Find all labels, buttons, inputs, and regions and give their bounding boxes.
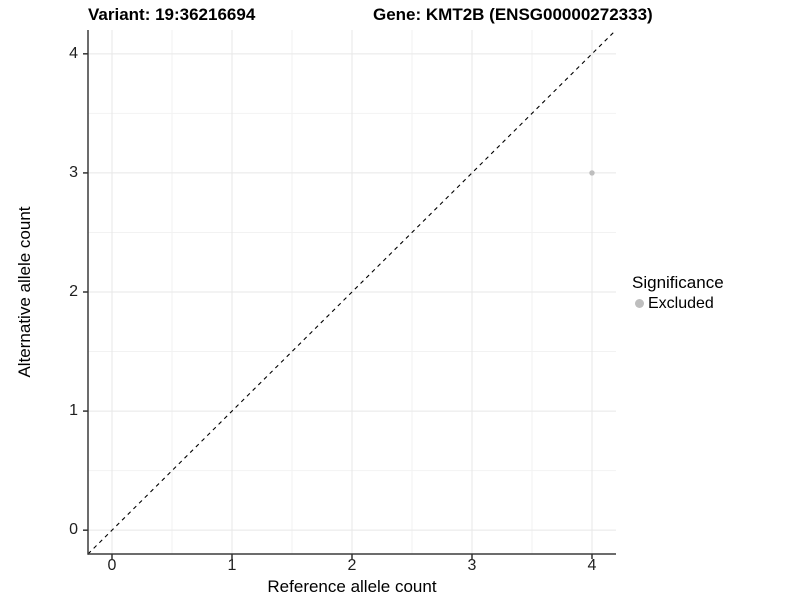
x-tick-label: 0 (107, 557, 117, 574)
x-tick-label: 3 (467, 557, 477, 574)
y-tick-label: 2 (69, 283, 78, 300)
legend-item-excluded: Excluded (632, 294, 724, 313)
y-tick-label: 3 (69, 163, 78, 181)
x-axis-title: Reference allele count (267, 577, 437, 596)
legend-key-dot-icon (635, 299, 644, 308)
legend-item-label: Excluded (648, 294, 714, 312)
x-tick-label: 4 (587, 557, 597, 574)
x-tick-label: 2 (347, 557, 357, 574)
plot-title-variant: Variant: 19:36216694 (88, 5, 256, 24)
legend: Significance Excluded (632, 273, 724, 313)
y-tick-label: 0 (69, 521, 78, 539)
x-tick-label: 1 (227, 557, 237, 574)
legend-title: Significance (632, 273, 724, 292)
y-axis-title: Alternative allele count (15, 206, 34, 378)
y-tick-label: 4 (69, 44, 78, 62)
y-tick-label: 1 (69, 402, 78, 420)
data-point (589, 170, 595, 176)
plot-title-gene: Gene: KMT2B (ENSG00000272333) (373, 5, 653, 24)
identity-line (87, 29, 617, 555)
